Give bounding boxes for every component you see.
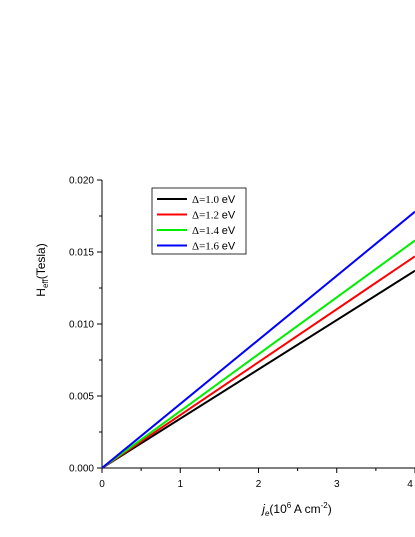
series-line-1 xyxy=(101,269,415,469)
axes: 0 1 2 3 4 0.000 0.005 0.010 0.015 0.020 xyxy=(69,176,415,490)
x-tick-label: 0 xyxy=(99,479,105,490)
legend-label-1: Δ=1.0 eV xyxy=(192,194,236,206)
x-tick-label: 1 xyxy=(177,479,183,490)
x-tick-label: 3 xyxy=(334,479,340,490)
y-tick-label: 0.000 xyxy=(69,464,94,475)
legend-label-3: Δ=1.4 eV xyxy=(192,225,236,237)
y-axis-title: Heff(Tesla) xyxy=(34,243,50,296)
x-tick-label: 2 xyxy=(256,479,262,490)
series-line-4 xyxy=(101,210,415,469)
legend: Δ=1.0 eV Δ=1.2 eV Δ=1.4 eV Δ=1.6 eV xyxy=(151,187,247,255)
legend-label-2: Δ=1.2 eV xyxy=(192,210,236,222)
series-line-2 xyxy=(101,255,415,469)
x-tick-label: 4 xyxy=(407,479,413,490)
series-layer xyxy=(101,210,415,469)
x-axis-title: je(106 A cm-2) xyxy=(260,501,331,518)
legend-label-4: Δ=1.6 eV xyxy=(192,241,236,253)
y-tick-label: 0.010 xyxy=(69,320,94,331)
legend-box xyxy=(151,187,247,255)
y-tick-label: 0.020 xyxy=(69,176,94,187)
y-tick-label: 0.005 xyxy=(69,392,94,403)
y-tick-label: 0.015 xyxy=(69,248,94,259)
series-line-3 xyxy=(101,239,415,469)
